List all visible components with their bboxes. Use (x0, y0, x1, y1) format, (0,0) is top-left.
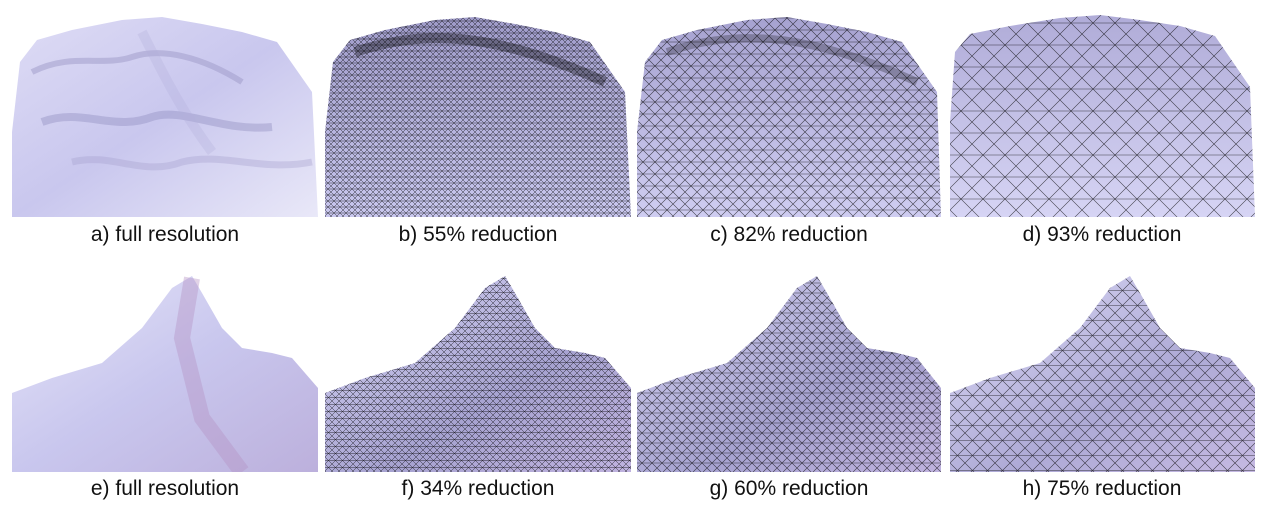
terrain-mesh-d (950, 15, 1255, 217)
caption-f: f) 34% reduction (401, 477, 555, 500)
panel-f (325, 268, 631, 472)
panel-e (12, 268, 318, 472)
terrain-mesh-g (637, 276, 941, 472)
caption-e: e) full resolution (90, 477, 240, 500)
caption-b: b) 55% reduction (398, 223, 558, 246)
caption-d: d) 93% reduction (1022, 223, 1182, 246)
panel-h (950, 268, 1255, 472)
panel-b (325, 12, 631, 217)
panel-d (950, 12, 1255, 217)
caption-c: c) 82% reduction (710, 223, 868, 246)
caption-g: g) 60% reduction (709, 477, 869, 500)
panel-c (637, 12, 941, 217)
terrain-mesh-f (325, 276, 631, 472)
terrain-mesh-h (950, 276, 1255, 472)
caption-a: a) full resolution (90, 223, 240, 246)
panel-g (637, 268, 941, 472)
panel-a (12, 12, 318, 217)
terrain-mesh-c (637, 17, 941, 217)
terrain-render-e (12, 276, 318, 472)
terrain-render-a (12, 17, 318, 217)
terrain-mesh-b (325, 17, 631, 217)
caption-h: h) 75% reduction (1022, 477, 1182, 500)
